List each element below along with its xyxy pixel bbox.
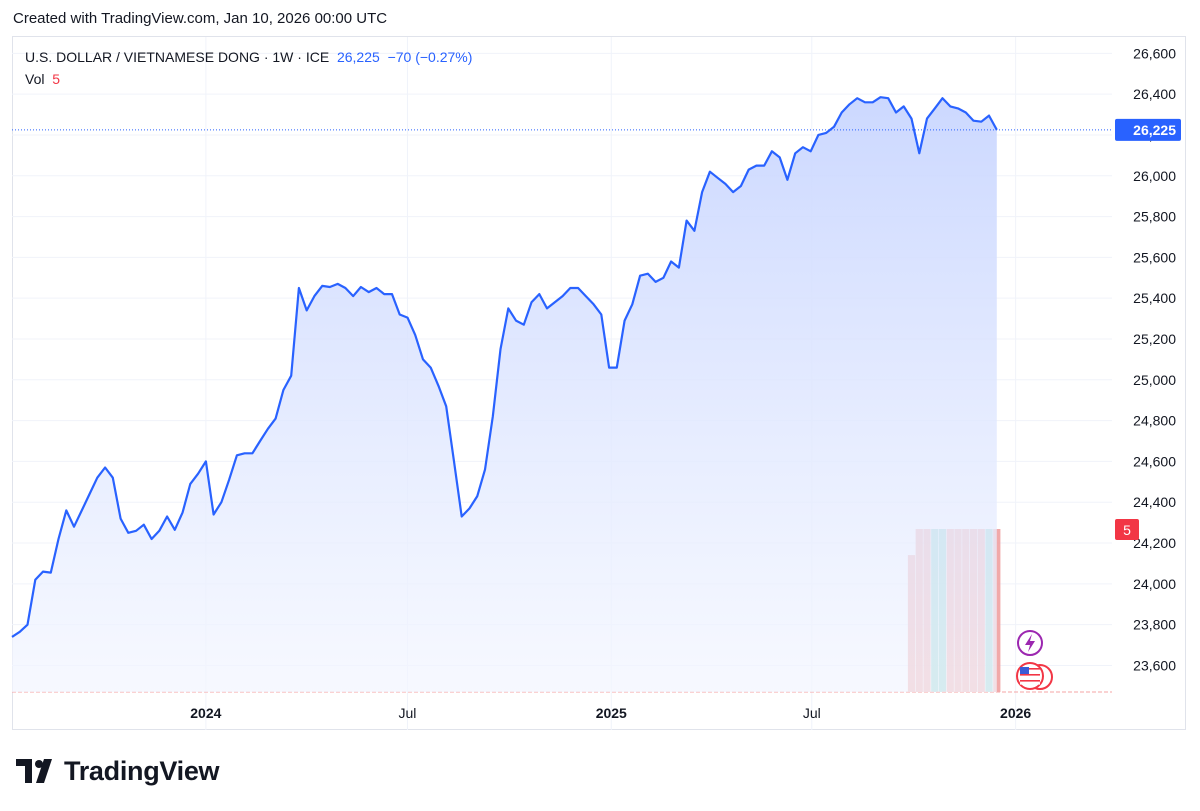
price-line <box>11 96 1112 638</box>
last-price-tag-text: 26,225 <box>1133 122 1176 138</box>
tradingview-logo[interactable]: TradingView <box>16 756 220 787</box>
x-tick-label: 2026 <box>1000 705 1031 721</box>
chart-legend: U.S. DOLLAR / VIETNAMESE DONG · 1W · ICE… <box>25 48 472 92</box>
volume-tag <box>1115 519 1139 540</box>
y-tick-label: 26,600 <box>1133 45 1176 61</box>
y-tick-label: 26,000 <box>1133 168 1176 184</box>
volume-value: 5 <box>52 71 61 87</box>
event-markers[interactable] <box>1016 630 1053 690</box>
y-tick-label: 25,200 <box>1133 331 1176 347</box>
x-tick-label: 2025 <box>596 705 627 721</box>
last-price: 26,225 <box>336 49 380 65</box>
legend-symbol-row: U.S. DOLLAR / VIETNAMESE DONG · 1W · ICE… <box>25 48 472 70</box>
symbol-name[interactable]: U.S. DOLLAR / VIETNAMESE DONG · 1W · ICE <box>25 49 330 65</box>
volume-label: Vol <box>25 71 45 87</box>
y-tick-label: 24,800 <box>1133 413 1176 429</box>
price-series-line <box>11 96 998 638</box>
y-tick-label: 24,000 <box>1133 576 1176 592</box>
y-tick-label: 24,200 <box>1133 535 1176 551</box>
y-tick-label: 24,600 <box>1133 453 1176 469</box>
x-tick-label: Jul <box>803 705 821 721</box>
y-tick-label: 23,600 <box>1133 657 1176 673</box>
price-labels: 26,225 5 <box>1115 118 1181 540</box>
x-tick-label: Jul <box>399 705 417 721</box>
y-tick-label: 25,400 <box>1133 290 1176 306</box>
chart-caption: Created with TradingView.com, Jan 10, 20… <box>13 10 388 27</box>
tradingview-logo-icon <box>16 758 56 785</box>
last-price-tag <box>1115 118 1181 141</box>
y-axis-ticks: 23,600 23,800 24,000 24,200 24,400 24,600 24,8… <box>1133 45 1176 673</box>
legend-volume-row: Vol 5 <box>25 70 472 92</box>
y-tick-label: 26,400 <box>1133 86 1176 102</box>
chart-frame <box>12 36 1186 730</box>
y-tick-label: 25,600 <box>1133 249 1176 265</box>
x-axis-ticks: 2024 Jul 2025 Jul 2026 <box>190 705 1031 721</box>
y-tick-label: 23,800 <box>1133 617 1176 633</box>
y-tick-label: 25,800 <box>1133 209 1176 225</box>
y-tick-label: 25,000 <box>1133 372 1176 388</box>
price-area-fill <box>12 97 997 692</box>
price-area <box>12 97 997 692</box>
volume-tag-text: 5 <box>1123 522 1131 538</box>
price-change: −70 (−0.27%) <box>387 49 473 65</box>
x-tick-label: 2024 <box>190 705 221 721</box>
y-tick-label: 24,400 <box>1133 494 1176 510</box>
us-flag-icon[interactable] <box>1016 662 1053 690</box>
lightning-icon[interactable] <box>1017 630 1043 656</box>
tradingview-logo-text: TradingView <box>64 756 220 786</box>
